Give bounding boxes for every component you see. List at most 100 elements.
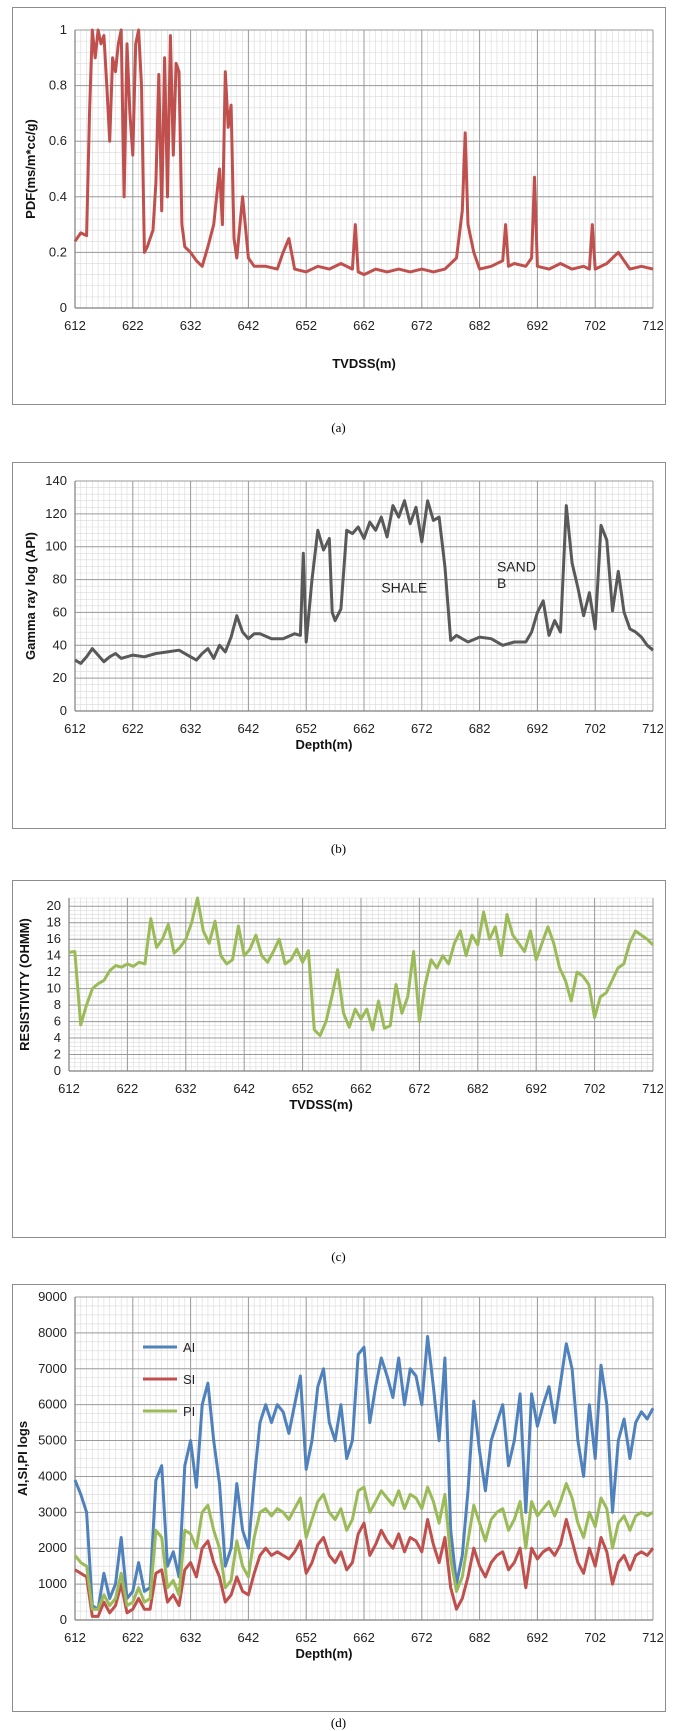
y-tick-label: 9000 (38, 1289, 67, 1304)
y-tick-label: 1 (60, 22, 67, 37)
x-tick-label: 662 (350, 1081, 372, 1096)
x-tick-label: 672 (411, 318, 433, 333)
caption-b: (b) (330, 841, 347, 856)
x-tick-label: 682 (469, 721, 491, 736)
x-tick-label: 702 (584, 1630, 606, 1645)
grid (68, 897, 654, 1072)
caption-c: (c) (331, 1249, 346, 1264)
x-tick-label: 622 (122, 1630, 144, 1645)
y-tick-label: 0 (60, 1612, 67, 1627)
impedance-logs-chart: 612 622 632 642 652 662 672 682 692 702 712 0 1000 20… (15, 1289, 664, 1661)
x-tick-label: 702 (584, 318, 606, 333)
y-tick-label: 20 (47, 898, 61, 913)
pdf-chart: 612 622 632 642 652 662 672 682 692 702 712 0 0.2 0.4… (23, 22, 664, 371)
grid (74, 480, 654, 712)
x-tick-label: 652 (292, 1081, 314, 1096)
y-tick-label: 8 (54, 997, 61, 1012)
legend-label: AI (183, 1340, 195, 1355)
y-tick-label: 6 (54, 1014, 61, 1029)
y-tick-label: 4000 (38, 1468, 67, 1483)
y-tick-label: 2 (54, 1047, 61, 1062)
x-tick-label: 712 (642, 1630, 664, 1645)
x-tick-label: 672 (411, 721, 433, 736)
x-tick-label: 692 (527, 318, 549, 333)
series-line-ai (73, 1335, 655, 1611)
x-tick-label: 612 (64, 721, 86, 736)
x-tick-label: 712 (642, 1081, 664, 1096)
y-tick-label: 5000 (38, 1433, 67, 1448)
x-tick-label: 702 (584, 721, 606, 736)
x-tick-label: 622 (122, 721, 144, 736)
x-tick-label: 692 (527, 721, 549, 736)
x-tick-label: 632 (175, 1081, 197, 1096)
x-axis-label: Depth(m) (295, 737, 352, 752)
y-tick-label: 14 (47, 948, 61, 963)
y-tick-label: 1000 (38, 1576, 67, 1591)
x-tick-label: 642 (233, 1081, 255, 1096)
x-axis-label: Depth(m) (295, 1646, 352, 1661)
y-tick-label: 2000 (38, 1540, 67, 1555)
x-tick-label: 622 (117, 1081, 139, 1096)
y-tick-label: 0.4 (49, 189, 67, 204)
x-tick-label: 632 (180, 721, 202, 736)
chart-panel-d: 612 622 632 642 652 662 672 682 692 702 712 0 1000 20… (12, 1284, 666, 1712)
y-axis-label: PDF(ms/m*cc/g) (23, 119, 38, 219)
x-tick-label: 682 (469, 1630, 491, 1645)
y-tick-label: 0.6 (49, 133, 67, 148)
y-tick-label: 3000 (38, 1504, 67, 1519)
x-tick-label: 632 (180, 318, 202, 333)
x-axis-label: TVDSS(m) (289, 1097, 353, 1112)
y-tick-label: 0 (60, 300, 67, 315)
y-tick-label: 80 (53, 572, 67, 587)
x-tick-label: 702 (584, 1081, 606, 1096)
x-tick-label: 652 (295, 721, 317, 736)
y-tick-label: 0.2 (49, 244, 67, 259)
resistivity-chart: 612 622 632 642 652 662 672 682 692 702 712 02 46 810… (17, 896, 664, 1112)
x-tick-label: 672 (411, 1630, 433, 1645)
caption-a: (a) (331, 420, 346, 435)
chart-annotation: SHALE (381, 580, 427, 596)
y-tick-label: 12 (47, 964, 61, 979)
y-axis-label: AI,SI,PI logs (15, 1421, 30, 1496)
y-tick-label: 140 (45, 473, 67, 488)
x-tick-label: 642 (238, 721, 260, 736)
caption-d: (d) (330, 1715, 347, 1730)
series-line (68, 896, 655, 1038)
x-tick-label: 662 (353, 318, 375, 333)
y-tick-label: 20 (53, 670, 67, 685)
y-tick-label: 7000 (38, 1361, 67, 1376)
x-tick-label: 662 (353, 721, 375, 736)
y-tick-label: 120 (45, 506, 67, 521)
x-tick-label: 642 (238, 1630, 260, 1645)
y-tick-label: 16 (47, 931, 61, 946)
y-tick-label: 10 (47, 981, 61, 996)
x-tick-label: 692 (525, 1081, 547, 1096)
y-tick-label: 8000 (38, 1325, 67, 1340)
x-tick-label: 672 (409, 1081, 431, 1096)
gamma-ray-chart: 612 622 632 642 652 662 672 682 692 702 712 0 20 40 60… (23, 473, 664, 752)
y-tick-label: 4 (54, 1030, 61, 1045)
x-tick-label: 712 (642, 318, 664, 333)
y-axis-label: Gamma ray log (API) (23, 532, 38, 660)
chart-panel-a: 612 622 632 642 652 662 672 682 692 702 712 0 0.2 0.4… (12, 7, 666, 405)
y-tick-label: 0.8 (49, 78, 67, 93)
y-tick-label: 100 (45, 539, 67, 554)
series-line (74, 499, 654, 665)
x-tick-label: 682 (469, 318, 491, 333)
series-line (73, 28, 654, 277)
x-tick-label: 662 (353, 1630, 375, 1645)
legend-label: PI (183, 1404, 195, 1419)
x-axis-label: TVDSS(m) (332, 356, 396, 371)
x-tick-label: 692 (527, 1630, 549, 1645)
y-tick-label: 0 (60, 703, 67, 718)
y-axis-label: RESISTIVITY (OHMM) (17, 918, 32, 1051)
x-tick-label: 712 (642, 721, 664, 736)
chart-annotation: B (497, 575, 506, 591)
series-line-si (74, 1518, 655, 1618)
chart-panel-b: 612 622 632 642 652 662 672 682 692 702 712 0 20 40 60… (12, 462, 666, 829)
x-tick-label: 612 (64, 318, 86, 333)
y-tick-label: 0 (54, 1063, 61, 1078)
series-line-pi (73, 1482, 654, 1611)
x-tick-label: 652 (295, 318, 317, 333)
y-tick-label: 60 (53, 604, 67, 619)
